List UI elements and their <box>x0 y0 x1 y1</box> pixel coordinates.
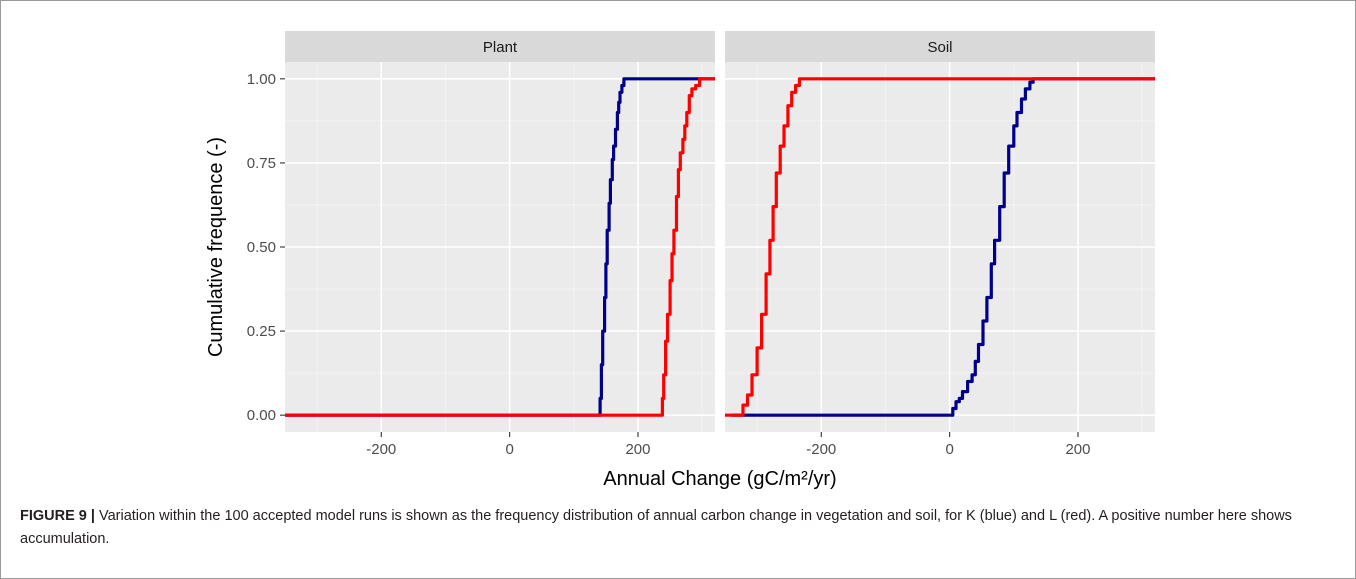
y-axis-title: Cumulative frequence (-) <box>205 137 227 357</box>
y-tick-label: 1.00 <box>247 71 276 88</box>
series-line-soil-blue <box>731 77 1155 417</box>
panel-strip-plant <box>285 31 715 62</box>
caption-text: Variation within the 100 accepted model … <box>20 508 1292 547</box>
x-tick-label: 0 <box>505 441 513 458</box>
series-line-plant-blue <box>285 77 715 417</box>
x-tick-label: 200 <box>1065 441 1090 458</box>
y-tick-label: 0.00 <box>247 407 276 424</box>
y-tick-label: 0.75 <box>247 155 276 172</box>
x-tick-label: -200 <box>806 441 836 458</box>
figure-caption: FIGURE 9 | Variation within the 100 acce… <box>20 505 1336 551</box>
x-tick-label: -200 <box>366 441 396 458</box>
x-tick-label: 200 <box>625 441 650 458</box>
y-tick-label: 0.25 <box>247 323 276 340</box>
caption-label: FIGURE 9 | <box>20 508 95 524</box>
y-tick-label: 0.50 <box>247 239 276 256</box>
panel-title-plant: Plant <box>483 39 518 56</box>
x-tick-label: 0 <box>945 441 953 458</box>
cumulative-frequency-chart: Plant -200 0 200 0.00 0.25 0.50 0.75 1.00 Soil -20… <box>205 31 1155 490</box>
series-line-soil-red <box>725 77 1155 417</box>
x-axis-title: Annual Change (gC/m²/yr) <box>603 468 836 490</box>
series-line-plant-red <box>285 77 715 417</box>
panel-strip-soil <box>725 31 1155 62</box>
panel-title-soil: Soil <box>927 39 952 56</box>
